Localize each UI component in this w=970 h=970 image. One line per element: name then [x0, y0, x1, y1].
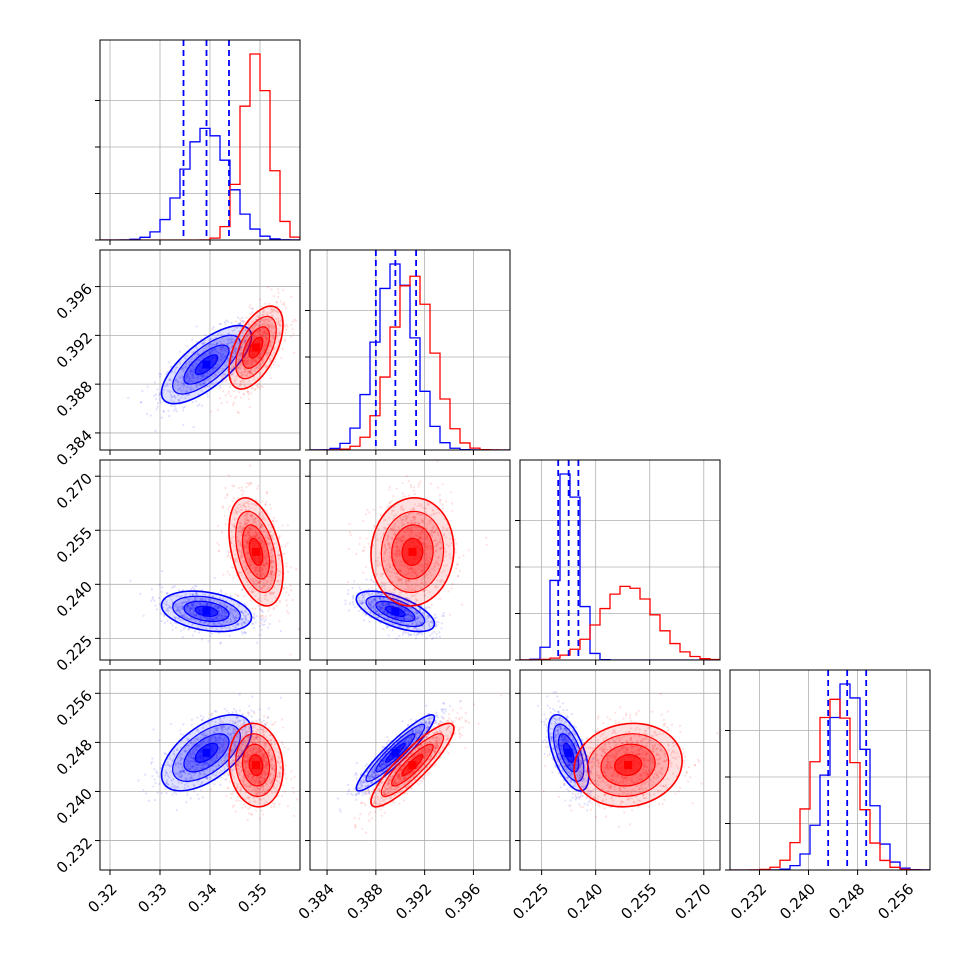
panel-2d-2-1 [344, 460, 488, 641]
density-peak-series-2 [252, 761, 260, 770]
panel-frame-3-3 [729, 669, 931, 871]
panel-frame-3-0 [99, 669, 301, 871]
x-tick-label: 0.32 [84, 880, 120, 916]
grid-lines [520, 670, 720, 870]
x-tick-label: 0.388 [344, 880, 387, 923]
panel-frame-2-0 [99, 459, 301, 661]
density-peak-series-2 [252, 547, 260, 556]
x-tick-label: 0.35 [234, 880, 270, 916]
density-peak-series-1 [202, 748, 211, 757]
x-tick-label: 0.34 [184, 880, 220, 916]
y-tick-label: 0.248 [53, 736, 96, 779]
x-tick-label: 0.33 [134, 880, 170, 916]
histogram-line-series-2 [520, 585, 720, 660]
y-tick-label: 0.270 [53, 469, 96, 512]
x-tick-label: 0.248 [825, 880, 868, 923]
grid-lines [520, 460, 720, 660]
panel-frame-1-1 [309, 249, 511, 451]
density-peak-series-1 [391, 607, 400, 616]
x-tick-label: 0.270 [671, 880, 714, 923]
y-tick-label: 0.392 [53, 329, 96, 372]
density-peak-series-2 [408, 547, 417, 556]
y-tick-label: 0.240 [53, 785, 96, 828]
panel-frame-2-2 [519, 459, 721, 661]
histogram-series-1 [520, 473, 720, 660]
y-tick-label: 0.388 [53, 377, 96, 420]
histogram-series-2 [730, 698, 930, 870]
histogram-series-2 [310, 275, 510, 450]
grid-lines [100, 250, 300, 450]
panel-2d-1-0 [127, 286, 298, 432]
density-peak-series-1 [202, 360, 211, 369]
density-peak-series-2 [252, 343, 260, 352]
y-tick-label: 0.225 [53, 632, 96, 675]
histogram-line-series-2 [310, 275, 510, 450]
histogram-line-series-1 [520, 473, 720, 660]
y-tick-label: 0.256 [53, 687, 96, 730]
density-peak-series-1 [202, 607, 211, 616]
x-tick-label: 0.225 [509, 880, 552, 923]
y-tick-label: 0.255 [53, 524, 96, 567]
grid-lines [310, 670, 510, 870]
density-peak-series-1 [391, 748, 400, 757]
density-peak-series-2 [408, 761, 417, 770]
panel-frame-0-0 [99, 39, 301, 241]
x-tick-label: 0.255 [617, 880, 660, 923]
y-tick-label: 0.232 [53, 834, 96, 877]
x-tick-label: 0.240 [776, 880, 819, 923]
grid-lines [100, 670, 300, 870]
x-tick-label: 0.256 [874, 880, 917, 923]
panel-frame-3-1 [309, 669, 511, 871]
histogram-series-2 [100, 53, 300, 240]
y-tick-label: 0.384 [53, 426, 96, 469]
grid-lines [730, 670, 930, 870]
histogram-line-series-2 [100, 53, 300, 240]
x-tick-label: 0.240 [563, 880, 606, 923]
histogram-line-series-2 [730, 698, 930, 870]
panel-frame-2-1 [309, 459, 511, 661]
panel-2d-3-2 [537, 690, 719, 828]
panel-2d-3-0 [137, 693, 299, 822]
density-peak-series-2 [624, 761, 633, 770]
y-tick-label: 0.240 [53, 578, 96, 621]
x-tick-label: 0.392 [392, 880, 435, 923]
panel-frame-1-0 [99, 249, 301, 451]
panel-frame-3-2 [519, 669, 721, 871]
grid-lines [310, 460, 510, 660]
x-tick-label: 0.396 [441, 880, 484, 923]
panel-2d-3-1 [336, 694, 503, 834]
panel-2d-2-0 [129, 464, 300, 656]
x-tick-label: 0.384 [295, 880, 338, 923]
density-peak-series-1 [564, 748, 573, 757]
histogram-series-2 [520, 585, 720, 660]
x-tick-label: 0.232 [727, 880, 770, 923]
y-tick-label: 0.396 [53, 280, 96, 323]
